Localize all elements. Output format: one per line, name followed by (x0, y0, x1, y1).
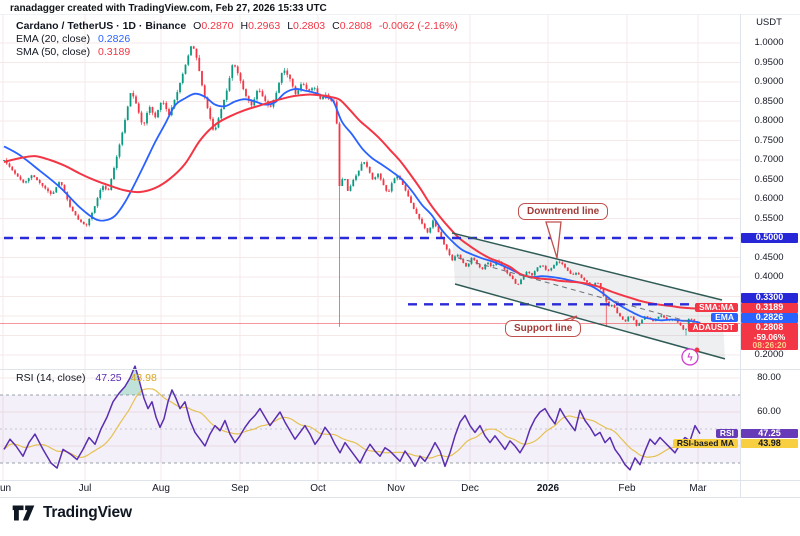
ema-price-badge: 0.2826 (741, 313, 798, 323)
open-value: 0.2870 (201, 20, 234, 32)
change-value: -0.0062 (-2.16%) (378, 20, 458, 32)
time-axis-label: Mar (689, 483, 707, 494)
high-value: 0.2963 (248, 20, 281, 32)
gridlines (0, 14, 740, 480)
channel-median-line (457, 257, 713, 329)
footer-separator (0, 497, 800, 498)
sma-legend[interactable]: SMA (50, close) 0.3189 (16, 46, 130, 58)
ema-label: EMA (20, close) (16, 33, 91, 45)
header-credit: ranadagger created with TradingView.com,… (10, 3, 327, 14)
price-axis-tick: 0.7500 (754, 134, 784, 146)
level-0-3300-badge: 0.3300 (741, 293, 798, 303)
tradingview-logo-text: TradingView (43, 504, 132, 521)
time-axis-label: Feb (618, 483, 636, 494)
rsi-label: RSI (14, close) (16, 372, 86, 384)
price-axis-separator (740, 14, 741, 497)
rsi-value: 47.25 (95, 372, 122, 384)
rsi-value-badge: 47.25 (741, 428, 798, 439)
time-axis-label: Oct (310, 483, 326, 494)
symbol-title: Cardano / TetherUS · 1D · Binance (16, 20, 187, 32)
sma-value: 0.3189 (98, 46, 131, 58)
symbol-legend[interactable]: Cardano / TetherUS · 1D · Binance O0.2870… (16, 20, 458, 32)
support-line-callout[interactable]: Support line (505, 320, 582, 337)
channel-fill (452, 232, 725, 359)
sma-price-badge-tag: SMA:MA (695, 303, 738, 313)
time-axis-label: Dec (461, 483, 479, 494)
ema-legend[interactable]: EMA (20, close) 0.2826 (16, 33, 130, 45)
open-label: O (193, 20, 202, 32)
close-value: 0.2808 (339, 20, 372, 32)
price-axis-tick: 0.9000 (754, 76, 784, 87)
price-axis-tick: 0.8500 (754, 95, 784, 107)
price-axis-tick: 0.6000 (754, 193, 784, 204)
high-label: H (240, 20, 249, 32)
svg-text:ϟ: ϟ (687, 352, 693, 363)
sma-price-badge: 0.3189 (741, 303, 798, 313)
downtrend-line[interactable] (451, 232, 723, 301)
price-axis-tick: 0.4000 (754, 271, 784, 282)
rsi-value-badge-tag: RSI (715, 428, 738, 438)
rsi-ma-value-badge-tag: RSI-based MA (672, 438, 738, 448)
time-axis-label: Nov (387, 483, 405, 494)
ema-line[interactable] (3, 88, 701, 324)
price-axis-tick: 0.7000 (754, 154, 784, 165)
low-label: L (287, 20, 294, 32)
tradingview-logo-icon (12, 505, 35, 521)
flash-icon[interactable]: ϟ (681, 347, 700, 366)
sma-label: SMA (50, close) (16, 46, 91, 58)
time-axis-label: Jun (0, 483, 12, 494)
low-value: 0.2803 (293, 20, 326, 32)
price-axis-tick: 0.9500 (754, 56, 784, 68)
ema-value: 0.2826 (98, 33, 131, 45)
ema-price-badge-tag: EMA (711, 313, 738, 323)
support-trend-line[interactable] (454, 283, 726, 360)
last-price-badge-tag: ADAUSDT (688, 323, 738, 333)
price-axis-tick: 1.0000 (754, 37, 784, 48)
price-axis-tick: 0.4500 (754, 251, 784, 263)
time-axis-label: Sep (231, 483, 249, 494)
rsi-ma-value: 43.98 (130, 372, 157, 384)
last-price-badge: 0.2808 -59.06% 08:26:20 (741, 323, 798, 350)
downtrend-callout-arrow (545, 221, 562, 259)
price-axis-unit: USDT (756, 17, 782, 28)
price-axis-tick: 0.5500 (754, 212, 784, 224)
time-axis-separator (0, 480, 800, 481)
price-axis-tick: 0.2000 (754, 349, 784, 360)
rsi-ma-value-badge: 43.98 (741, 438, 798, 449)
price-axis-tick: 0.8000 (754, 115, 784, 126)
time-axis-label: 2026 (536, 483, 560, 494)
time-axis-label: Jul (78, 483, 92, 494)
header-separator (0, 14, 800, 15)
time-axis-label: Aug (152, 483, 170, 494)
price-axis-tick: 0.6500 (754, 173, 784, 185)
rsi-axis-tick: 60.00 (757, 406, 781, 417)
rsi-line[interactable] (3, 365, 701, 471)
downtrend-line-callout[interactable]: Downtrend line (518, 203, 609, 220)
panel-separator (0, 369, 800, 370)
sma-line[interactable] (3, 93, 701, 310)
tradingview-logo[interactable]: TradingView (11, 503, 132, 523)
level-0-5000-badge: 0.5000 (741, 232, 798, 243)
close-label: C (332, 20, 340, 32)
rsi-legend[interactable]: RSI (14, close) 47.25 43.98 (16, 372, 157, 384)
rsi-axis-tick: 80.00 (757, 372, 781, 383)
